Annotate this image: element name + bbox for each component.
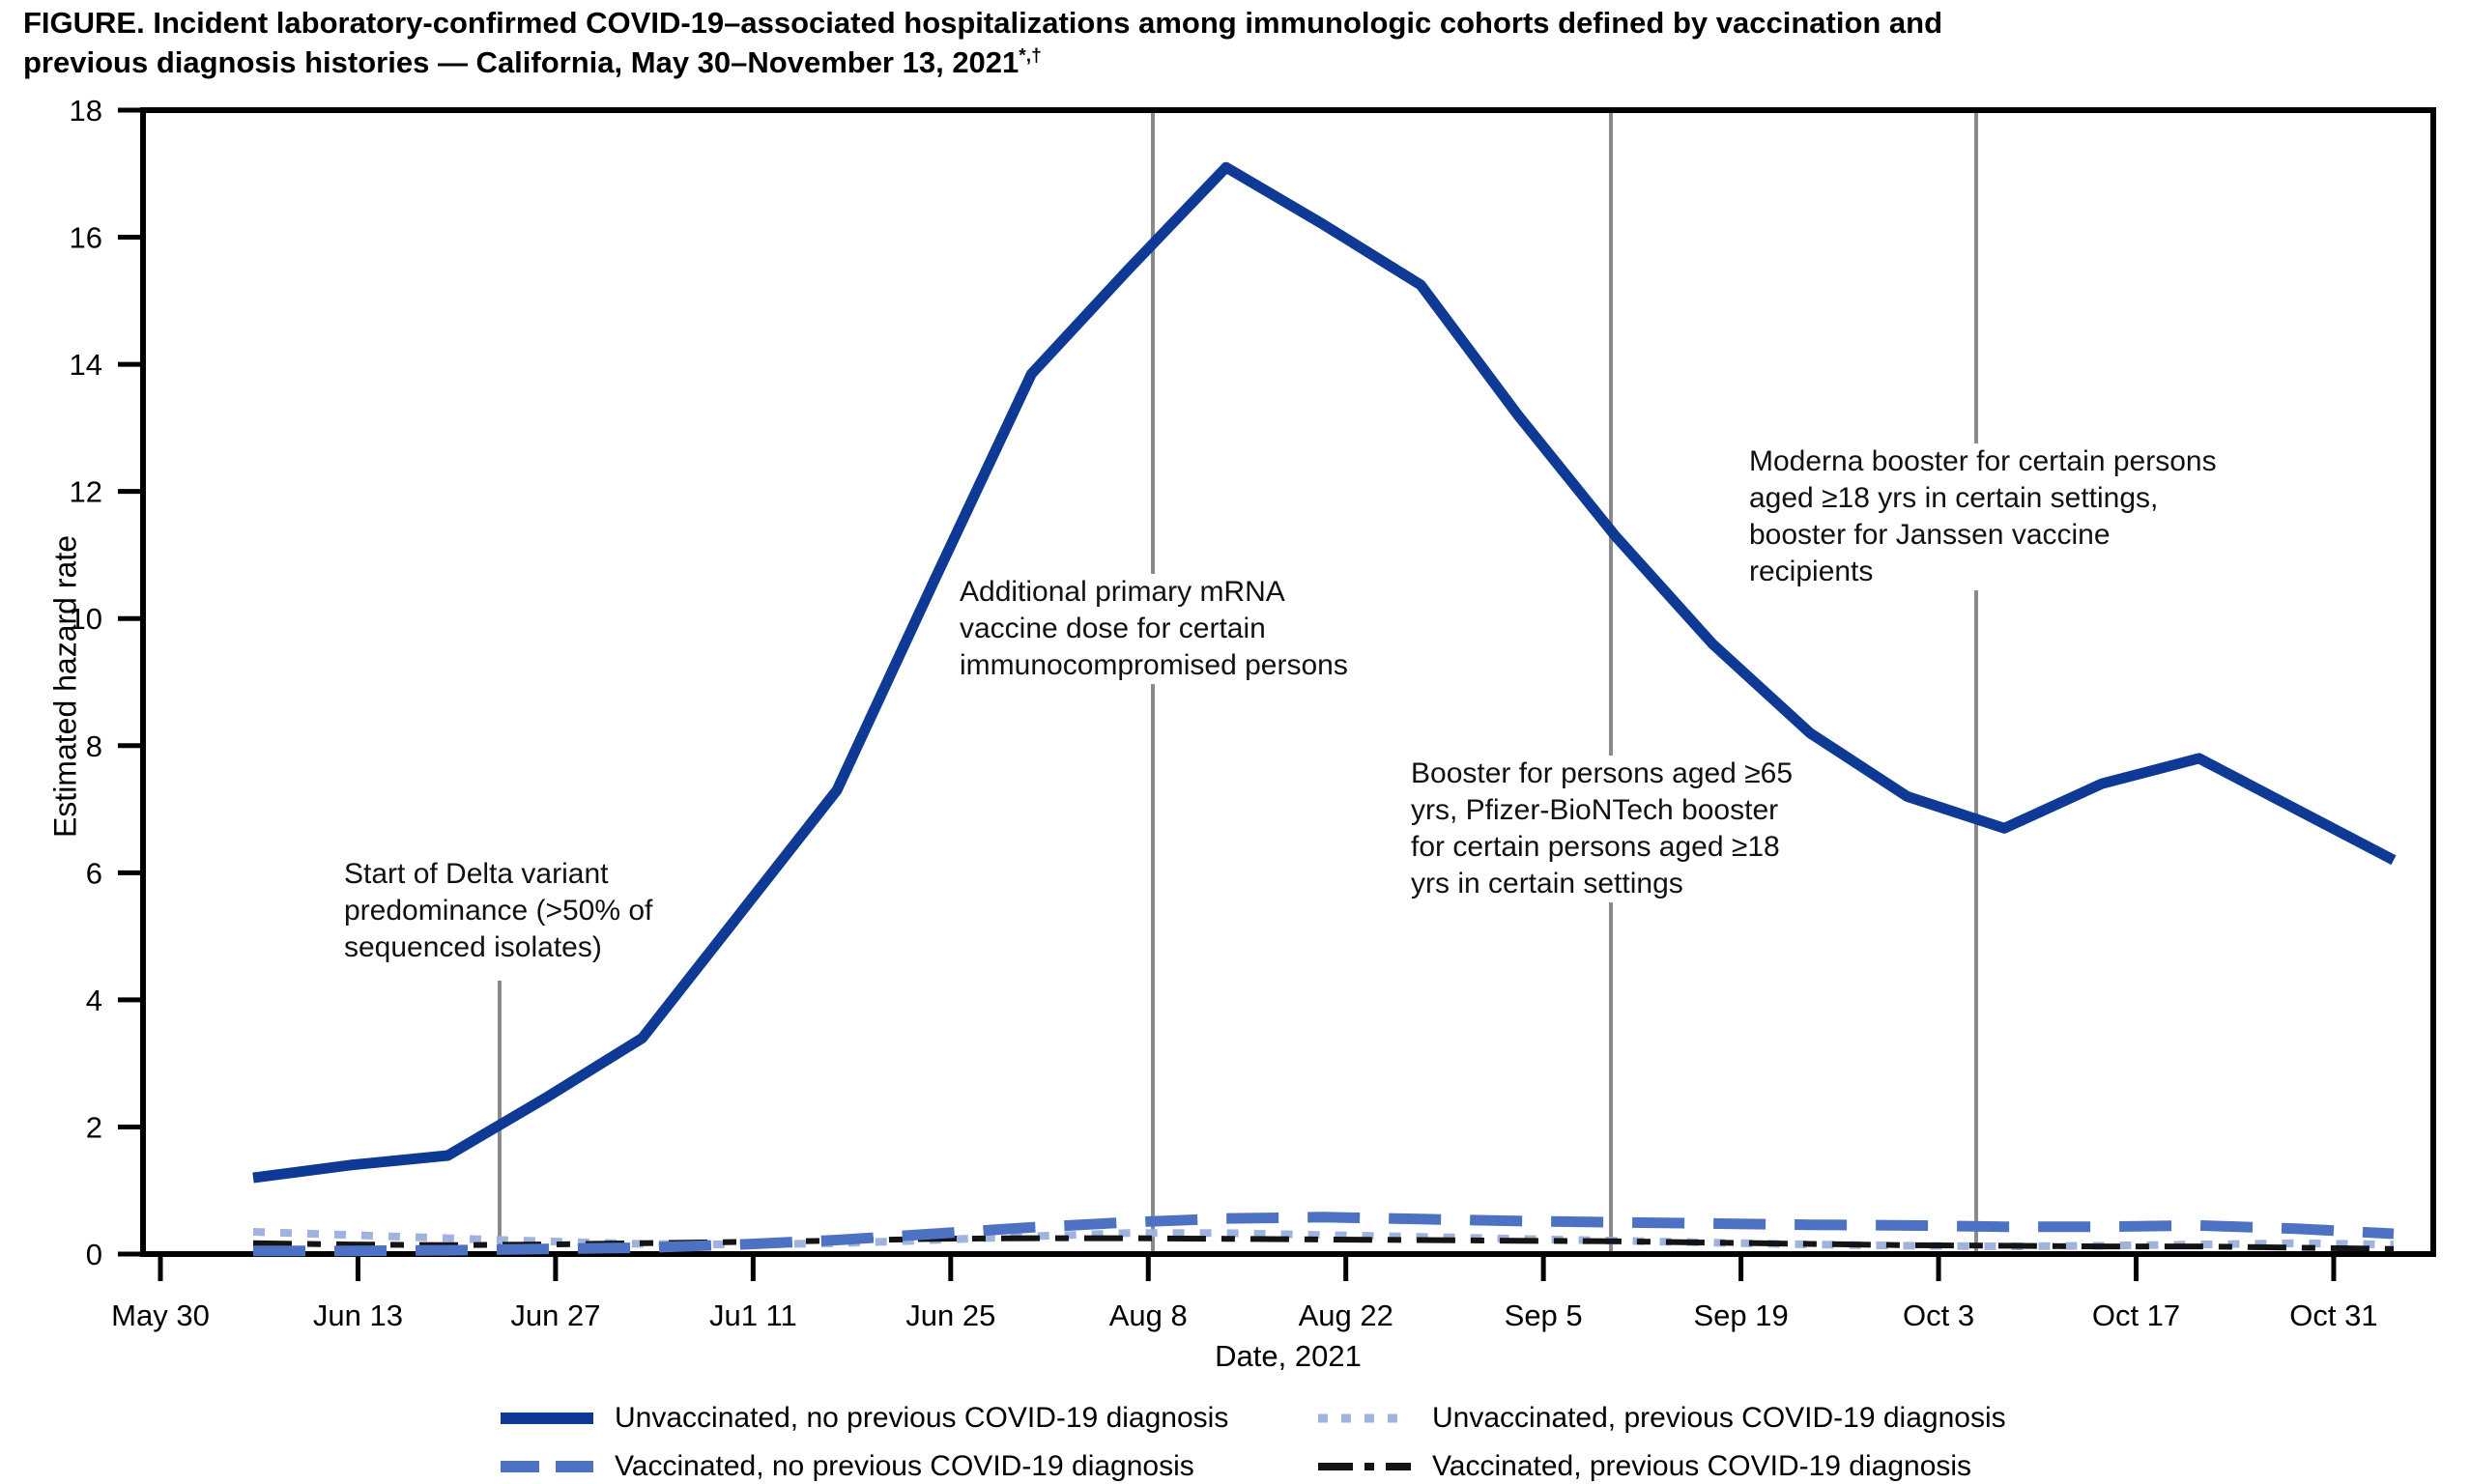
x-tick-label: Aug 8 (1109, 1298, 1188, 1332)
x-tick-label: May 30 (111, 1298, 210, 1332)
x-tick-label: Sep 19 (1693, 1298, 1788, 1332)
legend-item-vaccinated-no-previous: Vaccinated, no previous COVID-19 diagnos… (501, 1447, 1194, 1484)
figure-title: FIGURE. Incident laboratory-confirmed CO… (23, 4, 2458, 83)
x-tick-label: Oct 31 (2289, 1298, 2377, 1332)
x-tick-label: Oct 3 (1903, 1298, 1974, 1332)
legend-item-unvaccinated-previous: Unvaccinated, previous COVID-19 diagnosi… (1318, 1399, 2006, 1438)
y-tick-label: 12 (70, 475, 102, 509)
legend-label: Unvaccinated, no previous COVID-19 diagn… (615, 1402, 1229, 1434)
y-tick-label: 6 (86, 856, 102, 890)
figure-title-footnote-marks: *,† (1019, 45, 1042, 67)
legend-item-unvaccinated-no-previous: Unvaccinated, no previous COVID-19 diagn… (501, 1399, 1228, 1438)
x-tick-label: Sep 5 (1505, 1298, 1583, 1332)
y-tick-label: 8 (86, 729, 102, 763)
legend-swatch-dotted-line (1318, 1413, 1411, 1423)
legend-swatch-dashdot-line (1318, 1463, 1411, 1470)
x-tick-label: Aug 22 (1299, 1298, 1393, 1332)
y-tick-label: 18 (70, 94, 102, 128)
x-tick-label: Oct 17 (2092, 1298, 2180, 1332)
series-line-dotted (252, 1228, 2395, 1251)
legend-label: Vaccinated, previous COVID-19 diagnosis (1432, 1450, 1972, 1482)
annotation-pfizer-booster: Booster for persons aged ≥65 yrs, Pfizer… (1411, 756, 1797, 902)
y-tick-label: 16 (70, 221, 102, 255)
legend-label: Vaccinated, no previous COVID-19 diagnos… (615, 1450, 1194, 1482)
y-tick-label: 0 (86, 1238, 102, 1271)
legend-swatch-solid-line (501, 1413, 593, 1424)
legend-label: Unvaccinated, previous COVID-19 diagnosi… (1432, 1402, 2006, 1434)
annotation-moderna-janssen-booster: Moderna booster for certain persons aged… (1749, 443, 2232, 590)
x-tick-label: Jun 13 (313, 1298, 403, 1332)
legend-swatch-dashed-line (501, 1461, 593, 1472)
figure-title-line2: previous diagnosis histories — Californi… (23, 44, 1020, 79)
plot-border (140, 107, 2436, 1257)
annotation-delta-predominance: Start of Delta variant predominance (>50… (344, 856, 684, 966)
figure-title-line1: FIGURE. Incident laboratory-confirmed CO… (23, 6, 1943, 40)
x-tick-label: Jun 25 (905, 1298, 995, 1332)
y-tick-label: 2 (86, 1110, 102, 1144)
x-tick-label: Ju1 11 (709, 1298, 797, 1332)
series-line-dashed (253, 1212, 2395, 1257)
y-tick-label: 4 (86, 984, 102, 1017)
legend-item-vaccinated-previous: Vaccinated, previous COVID-19 diagnosis (1318, 1447, 1971, 1484)
x-axis-title: Date, 2021 (1215, 1339, 1362, 1373)
series-line-solid (252, 161, 2397, 1184)
y-tick-label: 14 (70, 348, 102, 382)
x-tick-label: Jun 27 (510, 1298, 600, 1332)
y-tick-label: 10 (70, 602, 102, 636)
annotation-additional-mrna-dose: Additional primary mRNA vaccine dose for… (960, 574, 1356, 684)
y-axis-title: Estimated hazard rate (47, 534, 83, 839)
